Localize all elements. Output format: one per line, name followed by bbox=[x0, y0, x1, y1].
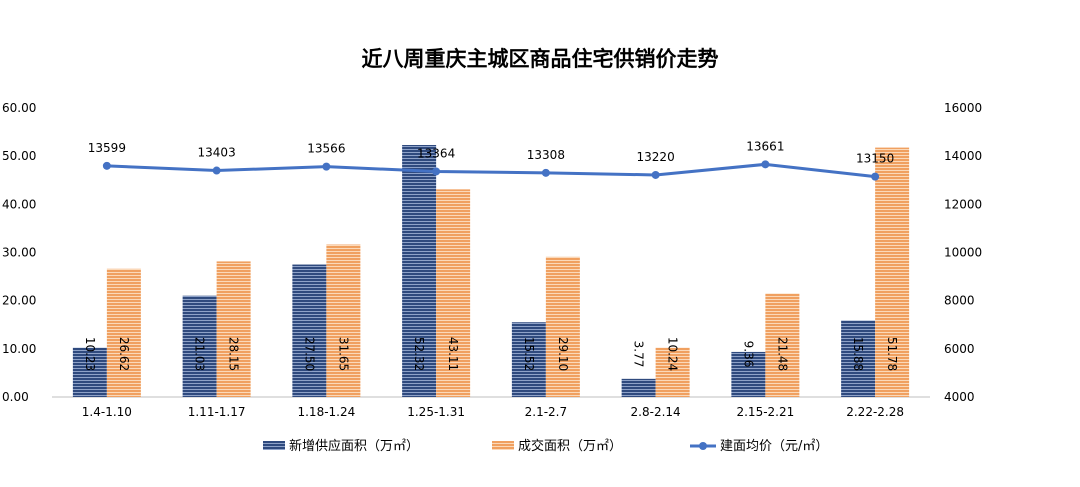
supply-bar-label: 9.36 bbox=[741, 341, 755, 368]
supply-bar-label: 10.23 bbox=[83, 337, 97, 371]
chart-title: 近八周重庆主城区商品住宅供销价走势 bbox=[362, 47, 719, 71]
price-label: 13150 bbox=[856, 152, 894, 166]
legend-label-supply: 新增供应面积（万㎡） bbox=[289, 438, 419, 454]
left-tick-label: 60.00 bbox=[2, 101, 36, 115]
left-tick-label: 10.00 bbox=[2, 342, 36, 356]
legend-swatch-transaction bbox=[492, 441, 514, 450]
right-y-axis: 4000 6000 8000 10000 12000 14000 16000 bbox=[944, 101, 982, 404]
supply-bar bbox=[621, 378, 656, 397]
supply-bar bbox=[841, 320, 876, 397]
transaction-bar bbox=[216, 261, 251, 397]
price-line-series: 13599 13403 13566 13364 13308 13220 13661 13150 bbox=[88, 139, 894, 181]
transaction-bar-label: 28.15 bbox=[227, 337, 241, 371]
transaction-bar-label: 10.24 bbox=[666, 337, 680, 371]
price-point bbox=[871, 172, 880, 181]
supply-bar bbox=[292, 264, 327, 397]
category-label: 1.18-1.24 bbox=[297, 405, 355, 419]
supply-bar bbox=[402, 144, 437, 397]
supply-bar bbox=[72, 347, 107, 397]
transaction-bar bbox=[326, 244, 361, 397]
transaction-bar bbox=[765, 293, 800, 397]
category-label: 1.11-1.17 bbox=[188, 405, 246, 419]
category-label: 1.4-1.10 bbox=[82, 405, 132, 419]
transaction-bar-label: 21.48 bbox=[775, 337, 789, 371]
category-label: 2.15-2.21 bbox=[736, 405, 794, 419]
price-point bbox=[322, 162, 331, 171]
left-y-axis: 0.00 10.00 20.00 30.00 40.00 50.00 60.00 bbox=[2, 101, 36, 404]
category-label: 2.8-2.14 bbox=[631, 405, 681, 419]
right-tick-label: 8000 bbox=[944, 294, 975, 308]
price-line bbox=[106, 162, 876, 179]
left-tick-label: 0.00 bbox=[2, 390, 29, 404]
transaction-bar bbox=[545, 256, 580, 397]
transaction-bar-label: 29.10 bbox=[556, 337, 570, 371]
legend-swatch-supply bbox=[263, 441, 285, 450]
price-label: 13364 bbox=[417, 146, 455, 160]
price-label: 13661 bbox=[746, 139, 784, 153]
supply-bar-label: 21.03 bbox=[193, 337, 207, 371]
supply-bar-label: 15.52 bbox=[522, 337, 536, 371]
supply-bar-label: 3.77 bbox=[632, 341, 646, 368]
transaction-bar bbox=[436, 189, 471, 397]
price-point bbox=[432, 167, 441, 176]
price-label: 13220 bbox=[637, 150, 675, 164]
bar-series: 10.23 26.62 21.03 28.15 27.50 31.65 52.32 43.11… bbox=[72, 144, 910, 397]
transaction-bar-label: 26.62 bbox=[117, 337, 131, 371]
price-point bbox=[102, 161, 111, 170]
right-tick-label: 12000 bbox=[944, 197, 982, 211]
price-point bbox=[212, 166, 221, 175]
supply-bar-label: 27.50 bbox=[302, 337, 316, 371]
price-label: 13308 bbox=[527, 148, 565, 162]
category-label: 2.22-2.28 bbox=[846, 405, 904, 419]
price-point bbox=[761, 160, 770, 169]
right-tick-label: 4000 bbox=[944, 390, 975, 404]
transaction-bar bbox=[655, 347, 690, 397]
x-axis: 1.4-1.10 1.11-1.17 1.18-1.24 1.25-1.31 2.1-2… bbox=[82, 405, 904, 419]
price-label: 13566 bbox=[307, 142, 345, 156]
transaction-bar bbox=[875, 147, 910, 397]
price-point bbox=[651, 170, 660, 179]
transaction-bar bbox=[106, 268, 141, 397]
legend-label-transaction: 成交面积（万㎡） bbox=[518, 438, 622, 454]
price-point bbox=[541, 168, 550, 177]
supply-bar bbox=[731, 351, 766, 397]
supply-bar bbox=[182, 295, 217, 397]
supply-bar bbox=[511, 322, 546, 397]
category-label: 1.25-1.31 bbox=[407, 405, 465, 419]
right-tick-label: 14000 bbox=[944, 149, 982, 163]
supply-bar-label: 15.88 bbox=[851, 337, 865, 371]
left-tick-label: 40.00 bbox=[2, 197, 36, 211]
price-label: 13403 bbox=[198, 146, 236, 160]
legend-label-price: 建面均价（元/㎡） bbox=[720, 439, 828, 454]
transaction-bar-label: 51.78 bbox=[885, 337, 899, 371]
price-label: 13599 bbox=[88, 141, 126, 155]
left-tick-label: 50.00 bbox=[2, 149, 36, 163]
category-label: 2.1-2.7 bbox=[525, 405, 568, 419]
legend: 新增供应面积（万㎡） 成交面积（万㎡） 建面均价（元/㎡） bbox=[263, 438, 828, 454]
right-tick-label: 16000 bbox=[944, 101, 982, 115]
left-tick-label: 30.00 bbox=[2, 246, 36, 260]
supply-bar-label: 52.32 bbox=[412, 337, 426, 371]
right-tick-label: 6000 bbox=[944, 342, 975, 356]
legend-marker-price bbox=[699, 442, 707, 450]
transaction-bar-label: 31.65 bbox=[336, 337, 350, 371]
left-tick-label: 20.00 bbox=[2, 294, 36, 308]
right-tick-label: 10000 bbox=[944, 246, 982, 260]
transaction-bar-label: 43.11 bbox=[446, 337, 460, 371]
